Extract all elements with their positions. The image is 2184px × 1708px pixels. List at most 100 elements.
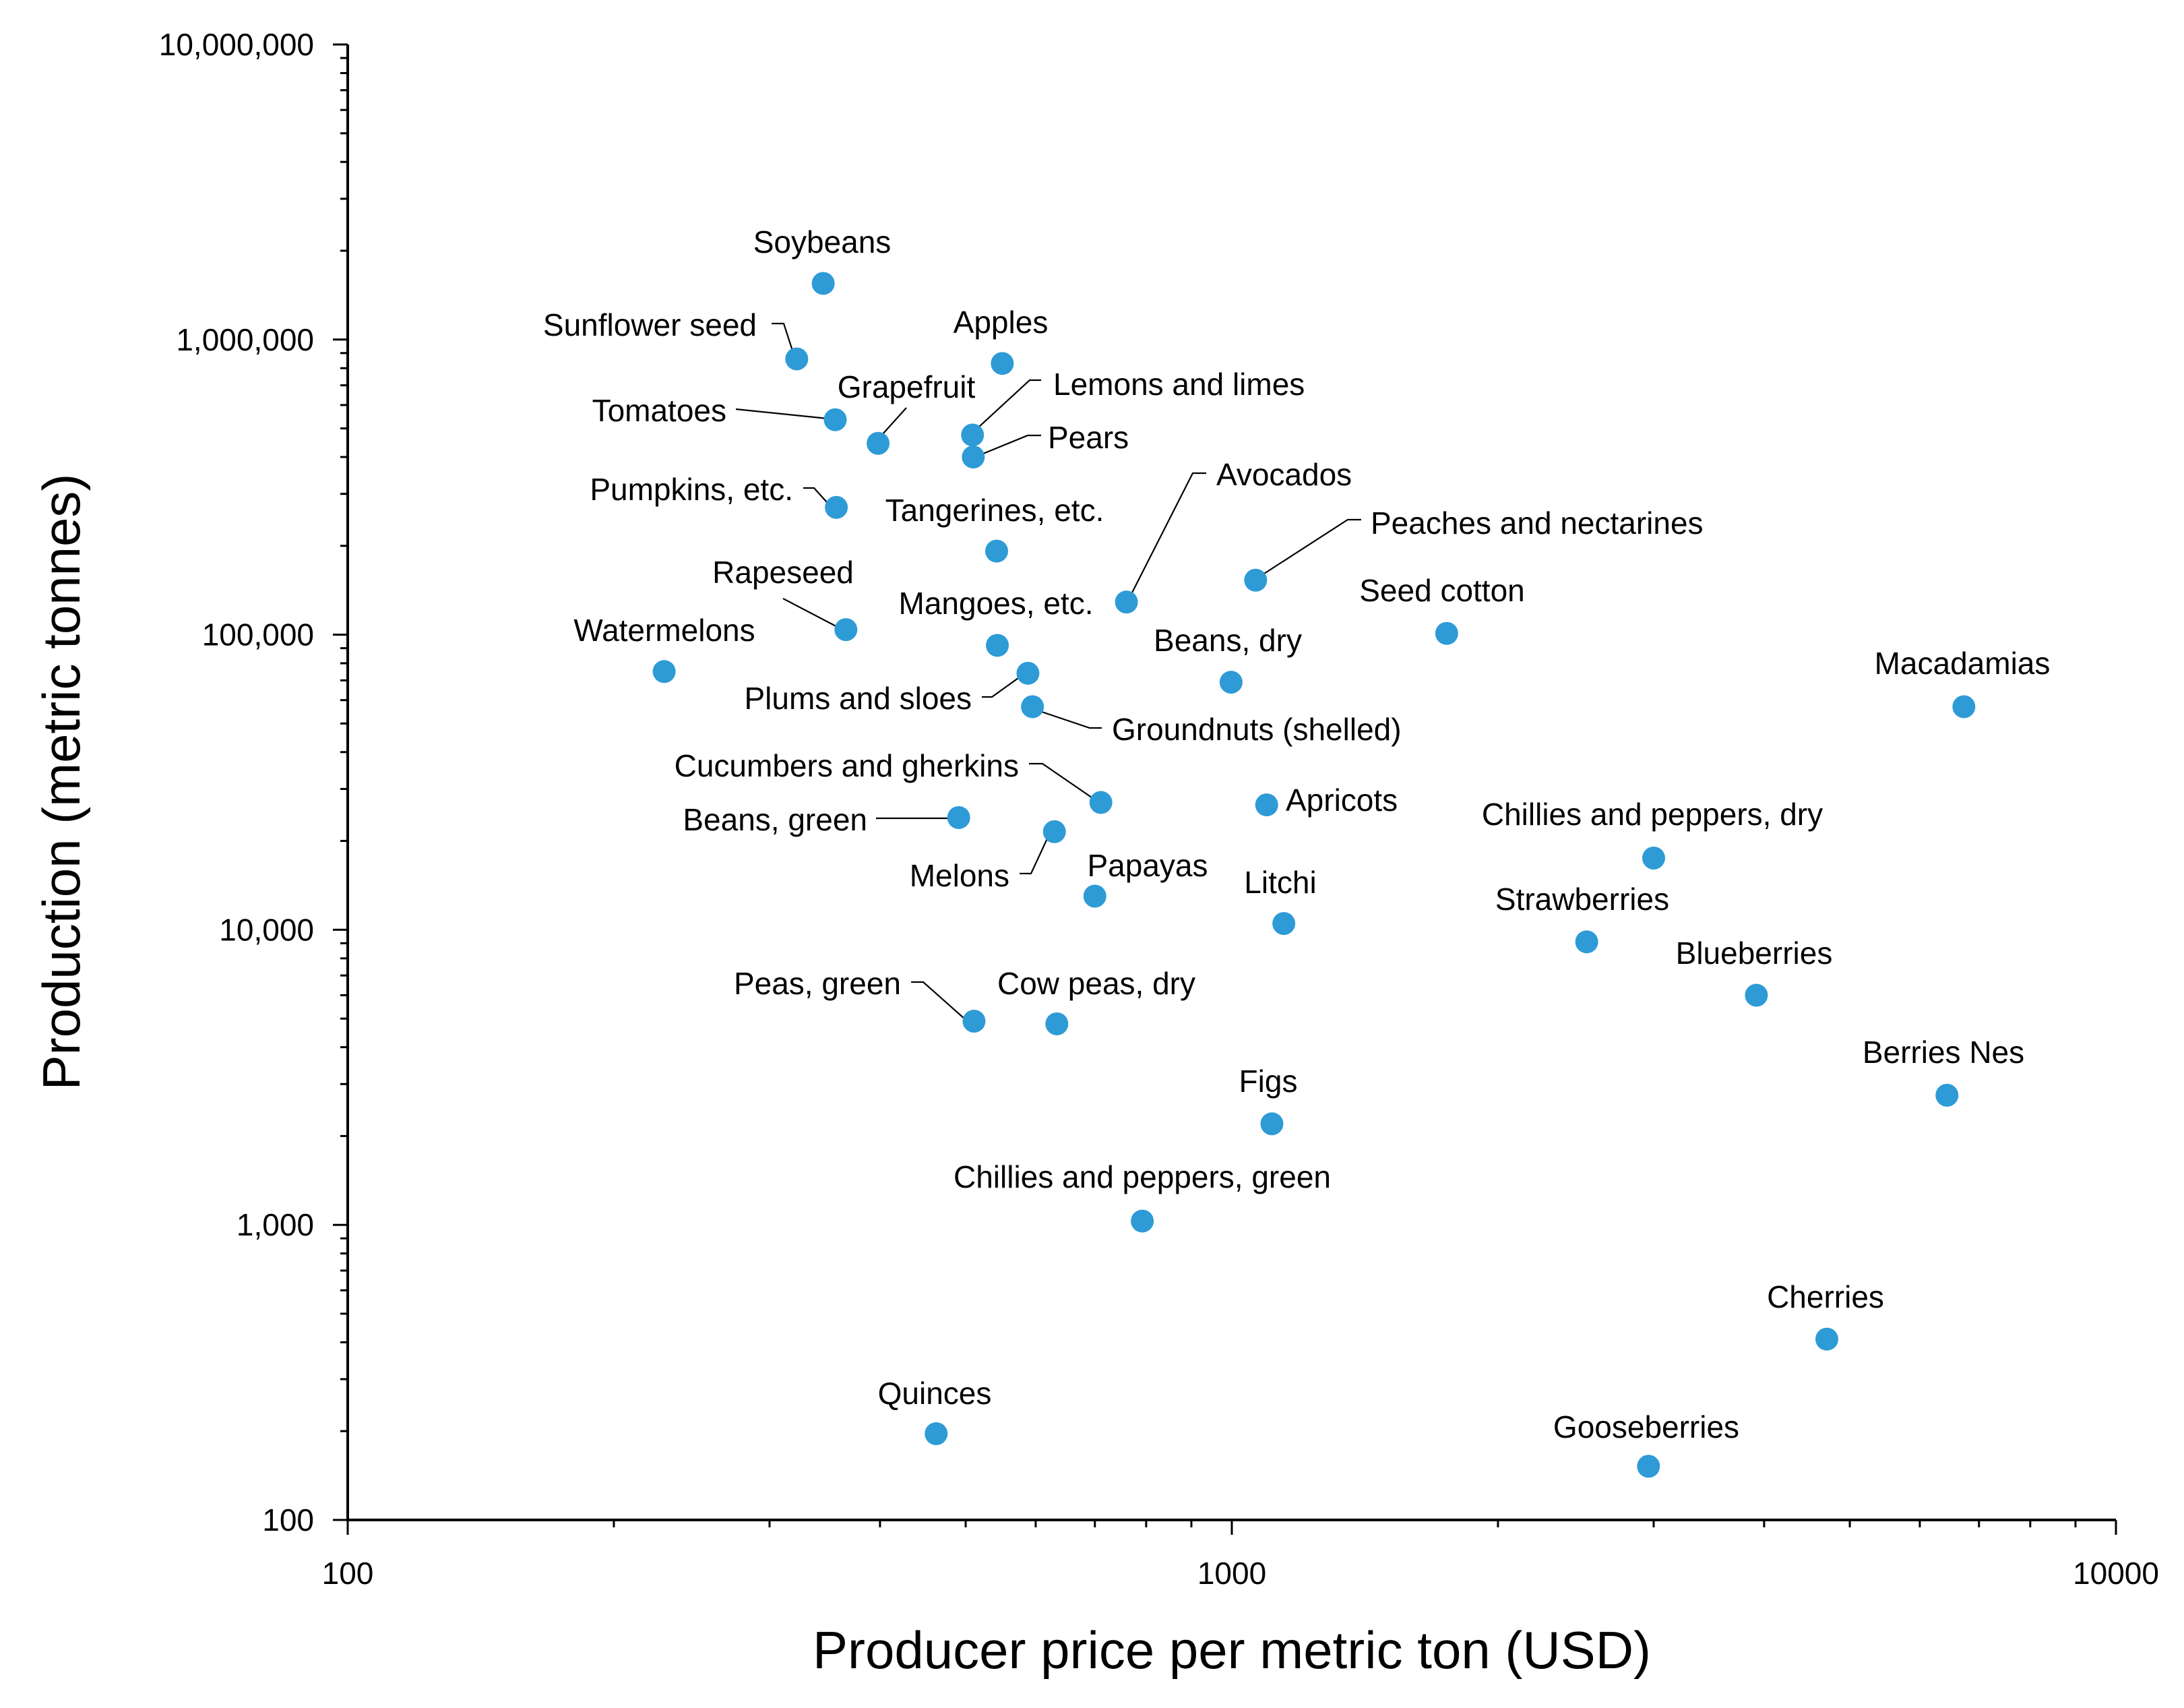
point-label-beans-green: Beans, green [683, 802, 867, 837]
point-label-seed-cotton: Seed cotton [1359, 573, 1525, 608]
leader-line-avocados [1127, 472, 1206, 603]
y-tick-label: 10,000,000 [159, 27, 314, 62]
point-label-sunflower-seed: Sunflower seed [543, 307, 757, 342]
leader-line-melons [1020, 835, 1049, 875]
data-point-pumpkins-etc [825, 495, 848, 519]
point-label-beans-dry: Beans, dry [1154, 623, 1302, 658]
y-axis-title: Production (metric tonnes) [32, 474, 91, 1091]
x-tick-label: 100 [322, 1556, 374, 1591]
point-label-peas-green: Peas, green [734, 966, 901, 1001]
point-label-cherries: Cherries [1767, 1279, 1884, 1314]
point-label-pumpkins-etc: Pumpkins, etc. [590, 472, 793, 507]
leader-line-plums-and-sloes [982, 674, 1024, 698]
point-label-strawberries: Strawberries [1495, 882, 1669, 917]
data-point-rapeseed [834, 618, 858, 642]
data-point-groundnuts-shelled [1021, 695, 1044, 719]
data-point-plums-and-sloes [1016, 661, 1040, 685]
leader-line-cucumbers-and-gherkins [1029, 762, 1099, 803]
data-point-macadamias [1952, 695, 1976, 719]
data-point-chillies-and-peppers-green [1131, 1209, 1154, 1233]
point-label-apricots: Apricots [1286, 783, 1398, 818]
point-label-chillies-and-peppers-green: Chillies and peppers, green [954, 1159, 1331, 1194]
data-point-beans-green [947, 805, 970, 829]
point-label-quinces: Quinces [878, 1376, 992, 1411]
y-tick-label: 100,000 [202, 617, 314, 652]
data-point-grapefruit [867, 431, 890, 455]
data-point-soybeans [811, 272, 835, 295]
data-point-figs [1260, 1112, 1284, 1136]
point-label-cucumbers-and-gherkins: Cucumbers and gherkins [675, 748, 1019, 783]
data-point-tomatoes [823, 408, 847, 431]
data-point-tangerines-etc [985, 539, 1009, 563]
y-tick-label: 1,000 [237, 1207, 314, 1242]
point-label-papayas: Papayas [1087, 848, 1208, 883]
leader-line-groundnuts-shelled [1029, 706, 1102, 729]
data-point-avocados [1115, 590, 1138, 614]
point-label-watermelons: Watermelons [573, 613, 755, 648]
data-point-seed-cotton [1435, 621, 1458, 645]
data-point-peaches-and-nectarines [1244, 568, 1268, 592]
y-tick-label: 10,000 [219, 912, 314, 947]
data-point-lemons-and-limes [961, 423, 985, 447]
data-point-melons [1042, 820, 1066, 843]
point-label-figs: Figs [1239, 1064, 1298, 1099]
data-point-beans-dry [1219, 671, 1243, 694]
y-tick-label: 100 [262, 1502, 314, 1537]
y-axis-ticks: 100 1,000 10,000 100,000 1,000,000 10,000,000 [159, 27, 348, 1537]
leader-line-rapeseed [782, 598, 844, 631]
y-tick-label: 1,000,000 [176, 322, 314, 357]
data-point-litchi [1272, 912, 1296, 936]
data-point-strawberries [1575, 930, 1598, 954]
data-point-chillies-and-peppers-dry [1642, 846, 1665, 870]
point-label-peaches-and-nectarines: Peaches and nectarines [1371, 506, 1704, 541]
data-point-sunflower-seed [785, 347, 809, 371]
point-label-berries-nes: Berries Nes [1863, 1035, 2024, 1070]
point-label-blueberries: Blueberries [1676, 936, 1833, 971]
point-label-melons: Melons [910, 858, 1009, 893]
label-leader-lines [735, 322, 1361, 1020]
point-label-grapefruit: Grapefruit [838, 369, 976, 404]
point-label-apples: Apples [954, 305, 1049, 340]
point-label-chillies-and-peppers-dry: Chillies and peppers, dry [1482, 797, 1823, 832]
data-point-cucumbers-and-gherkins [1089, 791, 1113, 814]
data-point-mangoes-etc [986, 634, 1009, 657]
data-point-gooseberries [1637, 1455, 1660, 1478]
x-axis-ticks: 100 1000 10000 [322, 1520, 2159, 1591]
point-label-mangoes-etc: Mangoes, etc. [899, 586, 1094, 621]
data-point-apples [991, 352, 1014, 375]
data-point-papayas [1083, 884, 1106, 908]
point-label-tangerines-etc: Tangerines, etc. [885, 493, 1104, 528]
leader-line-pears [971, 434, 1041, 460]
leader-line-tomatoes [735, 408, 835, 421]
data-point-blueberries [1745, 983, 1768, 1007]
x-axis-title: Producer price per metric ton (USD) [813, 1620, 1651, 1680]
point-label-groundnuts-shelled: Groundnuts (shelled) [1112, 712, 1402, 747]
point-label-plums-and-sloes: Plums and sloes [745, 681, 972, 716]
leader-line-sunflower-seed [772, 322, 794, 351]
data-points [652, 272, 1976, 1478]
leader-line-lemons-and-limes [970, 379, 1041, 435]
point-label-litchi: Litchi [1244, 865, 1316, 900]
data-point-watermelons [652, 660, 676, 683]
point-label-soybeans: Soybeans [753, 224, 892, 260]
point-label-cow-peas-dry: Cow peas, dry [997, 966, 1195, 1001]
data-point-cherries [1815, 1327, 1839, 1351]
point-label-rapeseed: Rapeseed [712, 555, 854, 590]
point-label-gooseberries: Gooseberries [1553, 1409, 1739, 1444]
data-point-quinces [925, 1422, 948, 1446]
point-label-avocados: Avocados [1216, 457, 1352, 492]
leader-line-peaches-and-nectarines [1254, 518, 1361, 580]
data-point-labels: Soybeans Sunflower seed Apples Tomatoes Grap… [543, 224, 2050, 1444]
data-point-apricots [1255, 793, 1278, 817]
point-label-pears: Pears [1048, 420, 1129, 455]
point-label-macadamias: Macadamias [1875, 646, 2051, 681]
data-point-cow-peas-dry [1045, 1012, 1069, 1035]
data-point-pears [962, 446, 985, 469]
leader-line-peas-green [911, 981, 966, 1020]
x-tick-label: 1000 [1197, 1556, 1266, 1591]
point-label-tomatoes: Tomatoes [592, 393, 726, 428]
x-tick-label: 10000 [2073, 1556, 2159, 1591]
data-point-berries-nes [1935, 1083, 1959, 1107]
point-label-lemons-and-limes: Lemons and limes [1053, 367, 1305, 402]
